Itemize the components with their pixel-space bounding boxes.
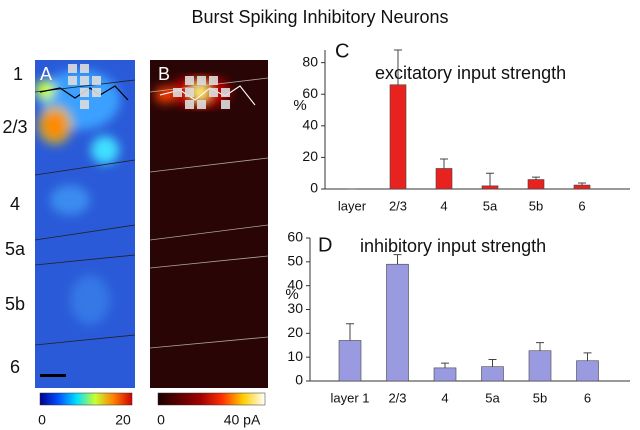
y-axis-label: % <box>285 286 298 303</box>
error-bar <box>583 352 592 361</box>
panel-label: D <box>318 234 332 256</box>
error-bar <box>488 359 497 367</box>
heatmap-a <box>35 60 135 388</box>
y-tick-label: 20 <box>287 324 303 340</box>
error-bar <box>532 176 540 180</box>
heatmap-b <box>150 60 268 388</box>
x-tick-label: layer 1 <box>330 390 369 405</box>
x-tick-label: 6 <box>578 198 585 213</box>
bar <box>576 360 599 382</box>
error-bar <box>346 323 354 341</box>
x-tick-label: 2/3 <box>389 198 407 213</box>
panel-label: B <box>158 64 170 84</box>
y-tick-label: 60 <box>287 229 303 245</box>
bar <box>573 184 591 190</box>
x-tick-label: 6 <box>584 390 591 405</box>
y-tick-label: 10 <box>287 348 303 364</box>
panel-label: A <box>40 64 52 84</box>
bar <box>527 179 545 190</box>
y-tick-label: 50 <box>287 253 303 269</box>
x-tick-label: 5a <box>485 390 500 405</box>
layer-label: 1 <box>13 64 23 84</box>
layer-label: 5a <box>5 239 26 259</box>
y-tick-label: 30 <box>287 300 303 316</box>
y-tick-label: 20 <box>302 148 318 164</box>
error-bar <box>578 182 586 186</box>
bar <box>528 350 552 382</box>
y-tick-label: 60 <box>302 85 318 101</box>
error-bar <box>536 342 544 351</box>
colorbar-label: 40 pA <box>224 412 261 428</box>
error-bar <box>440 158 448 169</box>
y-tick-label: 0 <box>295 372 303 388</box>
bar <box>338 340 362 382</box>
y-tick-label: 80 <box>302 53 318 69</box>
x-tick-label: layer <box>338 198 367 213</box>
chart-title: excitatory input strength <box>375 63 566 83</box>
colorbar <box>157 392 266 406</box>
bar <box>389 84 407 190</box>
bar <box>433 367 457 382</box>
bar <box>481 185 499 190</box>
panel-label: C <box>335 40 349 62</box>
error-bar <box>441 362 449 368</box>
layer-label: 6 <box>10 357 20 377</box>
y-tick-label: 40 <box>287 276 303 292</box>
layer-label: 2/3 <box>2 117 27 137</box>
bar <box>435 168 453 190</box>
chart-title: inhibitory input strength <box>360 236 546 256</box>
y-tick-label: 40 <box>302 117 318 133</box>
colorbar-label: 20 <box>115 412 131 428</box>
colorbar-label: 0 <box>157 412 165 428</box>
layer-label: 4 <box>10 194 20 214</box>
colorbar-label: 0 <box>38 412 46 428</box>
layer-label: 5b <box>5 294 25 314</box>
bar <box>386 263 409 382</box>
x-tick-label: 2/3 <box>388 390 406 405</box>
x-tick-label: 4 <box>441 390 448 405</box>
x-tick-label: 4 <box>440 198 447 213</box>
x-tick-label: 5a <box>483 198 498 213</box>
y-tick-label: 0 <box>310 180 318 196</box>
error-bar <box>486 172 494 186</box>
figure-title: Burst Spiking Inhibitory Neurons <box>191 7 448 27</box>
error-bar <box>393 254 402 265</box>
bar <box>481 366 504 382</box>
colorbar <box>39 392 133 406</box>
x-tick-label: 5b <box>533 390 547 405</box>
y-axis-label: % <box>293 97 306 114</box>
error-bar <box>394 49 402 85</box>
x-tick-label: 5b <box>529 198 543 213</box>
